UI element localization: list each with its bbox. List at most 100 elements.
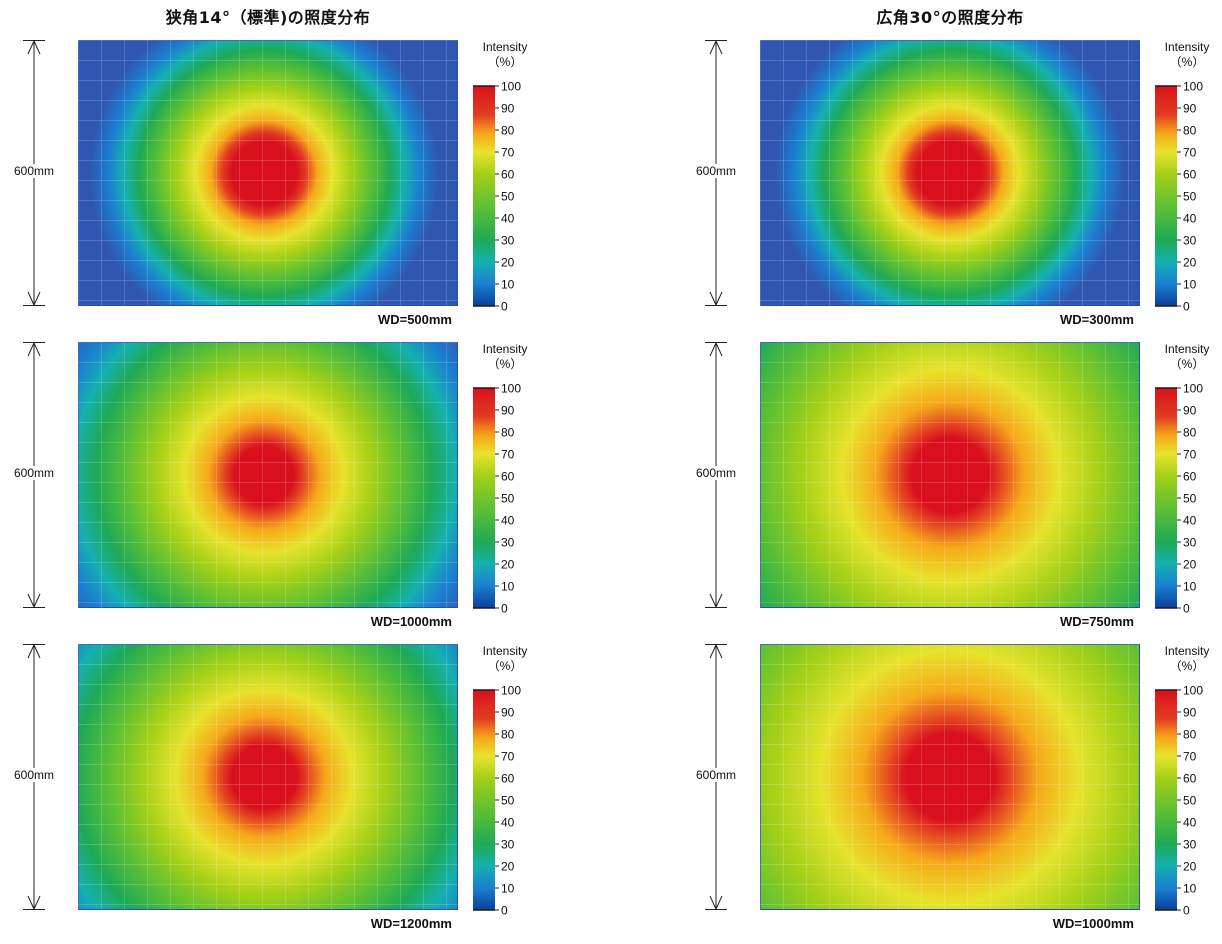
- legend-tick-label: 80: [501, 124, 515, 138]
- legend-tick-label: 60: [1183, 168, 1197, 182]
- intensity-heatmap: [760, 40, 1140, 306]
- dimension-label: 600mm: [682, 466, 750, 480]
- legend-tick-label: 30: [1183, 536, 1197, 550]
- legend-tick-label: 80: [501, 426, 515, 440]
- legend-tick-label: 50: [501, 492, 515, 506]
- dimension-label: 600mm: [0, 164, 68, 178]
- legend-tick-label: 70: [501, 750, 515, 764]
- legend-title-line2: （%）: [487, 659, 523, 673]
- legend-tick-label: 0: [1183, 904, 1190, 918]
- intensity-heatmap: [78, 342, 458, 608]
- legend-tick-label: 20: [501, 558, 515, 572]
- legend-title-line1: Intensity: [482, 644, 528, 658]
- legend-color-bar: [473, 690, 495, 910]
- dimension-label: 600mm: [0, 466, 68, 480]
- heatmap-panel: 600mm WD=1000mm Intensity （%） 0 10 20 30 40 50 60 7…: [682, 644, 1222, 944]
- working-distance-caption: WD=1000mm: [370, 614, 452, 629]
- heatmap-grid: [760, 40, 1140, 306]
- legend-scale: 0 10 20 30 40 50 60 70 80 90 100: [473, 684, 521, 918]
- legend-tick-label: 100: [1183, 382, 1203, 396]
- legend-tick-label: 50: [501, 190, 515, 204]
- legend-title-line1: Intensity: [482, 40, 528, 54]
- heatmap-grid: [760, 644, 1140, 910]
- legend-tick-label: 40: [1183, 212, 1197, 226]
- legend-color-bar: [473, 86, 495, 306]
- legend-tick-label: 0: [501, 602, 508, 616]
- legend-tick-label: 80: [501, 728, 515, 742]
- legend-tick-label: 40: [501, 212, 515, 226]
- legend-tick-label: 80: [1183, 728, 1197, 742]
- intensity-heatmap: [760, 644, 1140, 910]
- legend-tick-label: 50: [1183, 492, 1197, 506]
- legend-tick-label: 30: [1183, 234, 1197, 248]
- legend-tick-label: 60: [501, 772, 515, 786]
- legend-scale: 0 10 20 30 40 50 60 70 80 90 100: [473, 80, 521, 314]
- legend-tick-label: 10: [1183, 580, 1197, 594]
- legend-color-bar: [1155, 388, 1177, 608]
- legend-title-line1: Intensity: [1164, 644, 1210, 658]
- legend-scale: 0 10 20 30 40 50 60 70 80 90 100: [473, 382, 521, 616]
- legend-scale: 0 10 20 30 40 50 60 70 80 90 100: [1155, 80, 1203, 314]
- legend-tick-label: 20: [1183, 256, 1197, 270]
- legend-tick-label: 10: [1183, 278, 1197, 292]
- legend-tick-label: 30: [501, 234, 515, 248]
- legend-tick-label: 20: [1183, 860, 1197, 874]
- legend-tick-label: 80: [1183, 426, 1197, 440]
- legend-tick-label: 100: [501, 80, 521, 94]
- intensity-legend: Intensity （%） 0 10 20 30 40 50 60 70 80 90 100: [1148, 644, 1222, 918]
- legend-tick-label: 100: [501, 684, 521, 698]
- heatmap-panel: 600mm WD=1200mm Intensity （%） 0 10 20 30 40 50 60 7…: [0, 644, 560, 944]
- dimension-label: 600mm: [0, 768, 68, 782]
- legend-tick-label: 30: [1183, 838, 1197, 852]
- legend-title: Intensity （%）: [466, 342, 544, 372]
- legend-title: Intensity （%）: [1148, 40, 1222, 70]
- heatmap-grid: [78, 342, 458, 608]
- legend-title: Intensity （%）: [466, 644, 544, 674]
- intensity-legend: Intensity （%） 0 10 20 30 40 50 60 70 80 90 100: [1148, 40, 1222, 314]
- legend-tick-label: 90: [1183, 404, 1197, 418]
- legend-tick-label: 60: [501, 470, 515, 484]
- working-distance-caption: WD=300mm: [1059, 312, 1134, 327]
- legend-tick-label: 60: [1183, 772, 1197, 786]
- legend-tick-label: 40: [501, 514, 515, 528]
- dimension-indicator: 600mm: [682, 342, 752, 612]
- legend-tick-label: 80: [1183, 124, 1197, 138]
- heatmap-grid: [760, 342, 1140, 608]
- legend-tick-label: 100: [1183, 80, 1203, 94]
- heatmap-panel: 600mm WD=1000mm Intensity （%） 0 10 20 30 40 50 60 7…: [0, 342, 560, 642]
- legend-tick-label: 100: [1183, 684, 1203, 698]
- heatmap-grid: [78, 644, 458, 910]
- legend-tick-label: 70: [1183, 146, 1197, 160]
- intensity-heatmap: [78, 40, 458, 306]
- working-distance-caption: WD=1200mm: [370, 916, 452, 931]
- intensity-legend: Intensity （%） 0 10 20 30 40 50 60 70 80 90 100: [466, 342, 556, 616]
- legend-tick-label: 70: [501, 146, 515, 160]
- legend-tick-label: 100: [501, 382, 521, 396]
- legend-tick-label: 70: [1183, 750, 1197, 764]
- legend-color-bar: [1155, 86, 1177, 306]
- legend-tick-label: 90: [501, 404, 515, 418]
- working-distance-caption: WD=1000mm: [1052, 916, 1134, 931]
- legend-tick-label: 40: [1183, 514, 1197, 528]
- heatmap-panel: 600mm WD=750mm Intensity （%） 0 10 20 30 40 50 60 70…: [682, 342, 1222, 642]
- legend-tick-label: 90: [501, 102, 515, 116]
- legend-title-line2: （%）: [1169, 659, 1205, 673]
- dimension-indicator: 600mm: [0, 644, 70, 914]
- legend-title-line1: Intensity: [1164, 342, 1210, 356]
- legend-tick-label: 10: [501, 882, 515, 896]
- intensity-heatmap: [760, 342, 1140, 608]
- legend-title: Intensity （%）: [1148, 644, 1222, 674]
- legend-tick-label: 10: [501, 278, 515, 292]
- legend-title-line2: （%）: [1169, 357, 1205, 371]
- legend-tick-label: 20: [501, 860, 515, 874]
- working-distance-caption: WD=500mm: [377, 312, 452, 327]
- legend-tick-label: 20: [501, 256, 515, 270]
- legend-tick-label: 0: [501, 300, 508, 314]
- legend-title-line1: Intensity: [1164, 40, 1210, 54]
- legend-tick-label: 60: [1183, 470, 1197, 484]
- intensity-heatmap: [78, 644, 458, 910]
- left-column-title: 狭角14°（標準)の照度分布: [165, 8, 371, 27]
- legend-tick-label: 50: [1183, 794, 1197, 808]
- heatmap-panel: 600mm WD=500mm Intensity （%） 0 10 20 30 40 50 60 70…: [0, 40, 560, 340]
- legend-tick-label: 50: [1183, 190, 1197, 204]
